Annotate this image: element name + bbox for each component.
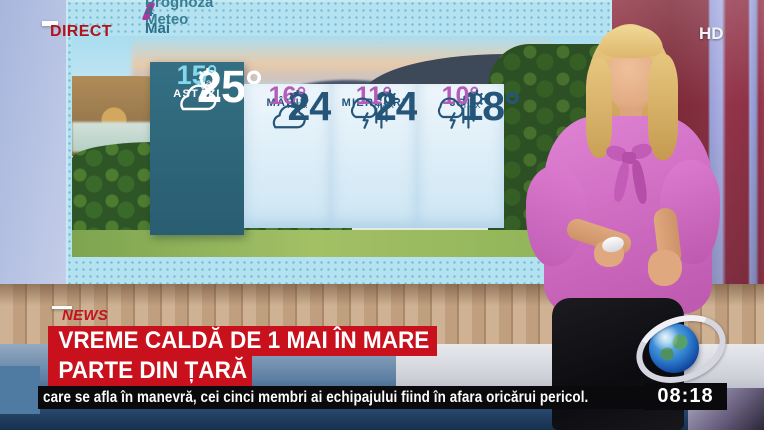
presenter-hair-right [648, 54, 678, 160]
headline-line1-text: VREME CALDĂ DE 1 MAI ÎN MARE [58, 327, 430, 354]
studio-floor-left [0, 366, 40, 414]
sun-cloud-icon [272, 90, 308, 129]
meteo-date-range: 1 - 4 Mai [145, 0, 171, 37]
forecast-day-thursday: JOI max 18° 10° [417, 84, 521, 228]
presenter-hair-fringe [599, 26, 663, 58]
presenter-hand-right [648, 250, 682, 286]
max-label: max [374, 99, 394, 111]
presenter-hair-left [586, 58, 612, 158]
clock-time: 08:18 [657, 385, 714, 407]
news-alert-tag: NEWS ALERT [52, 306, 113, 341]
ticker-text: care se afla în manevră, cei cinci membr… [43, 389, 589, 406]
live-badge: DIRECT [42, 21, 112, 40]
headline-line2-text: PARTE DIN ȚARĂ [58, 357, 248, 384]
clock: 08:18 [644, 383, 727, 410]
hd-badge: HD [699, 24, 724, 43]
live-badge-label: DIRECT [50, 23, 112, 40]
forecast-day-today: ASTĂZI max 25° 15° [150, 62, 263, 235]
headline-line2: PARTE DIN ȚARĂ [48, 356, 252, 386]
max-label: max [460, 99, 481, 111]
meteo-title: Prognoza Meteo [145, 0, 214, 28]
high-temp: 18° [460, 83, 521, 129]
presenter-sleeve-left [526, 166, 586, 266]
channel-globe-icon [649, 323, 699, 373]
news-ticker: care se afla în manevră, cei cinci membr… [38, 386, 727, 409]
storm-sun-icon [437, 90, 486, 129]
forecast-day-tomorrow: MÂINE max 24° 16° [244, 84, 348, 228]
sun-cloud-icon [180, 68, 220, 111]
headline-line1: VREME CALDĂ DE 1 MAI ÎN MARE [48, 326, 437, 356]
storm-sun-icon [350, 90, 399, 129]
forecast-day-wednesday: MIERCURI max 24° 11° [331, 84, 434, 228]
